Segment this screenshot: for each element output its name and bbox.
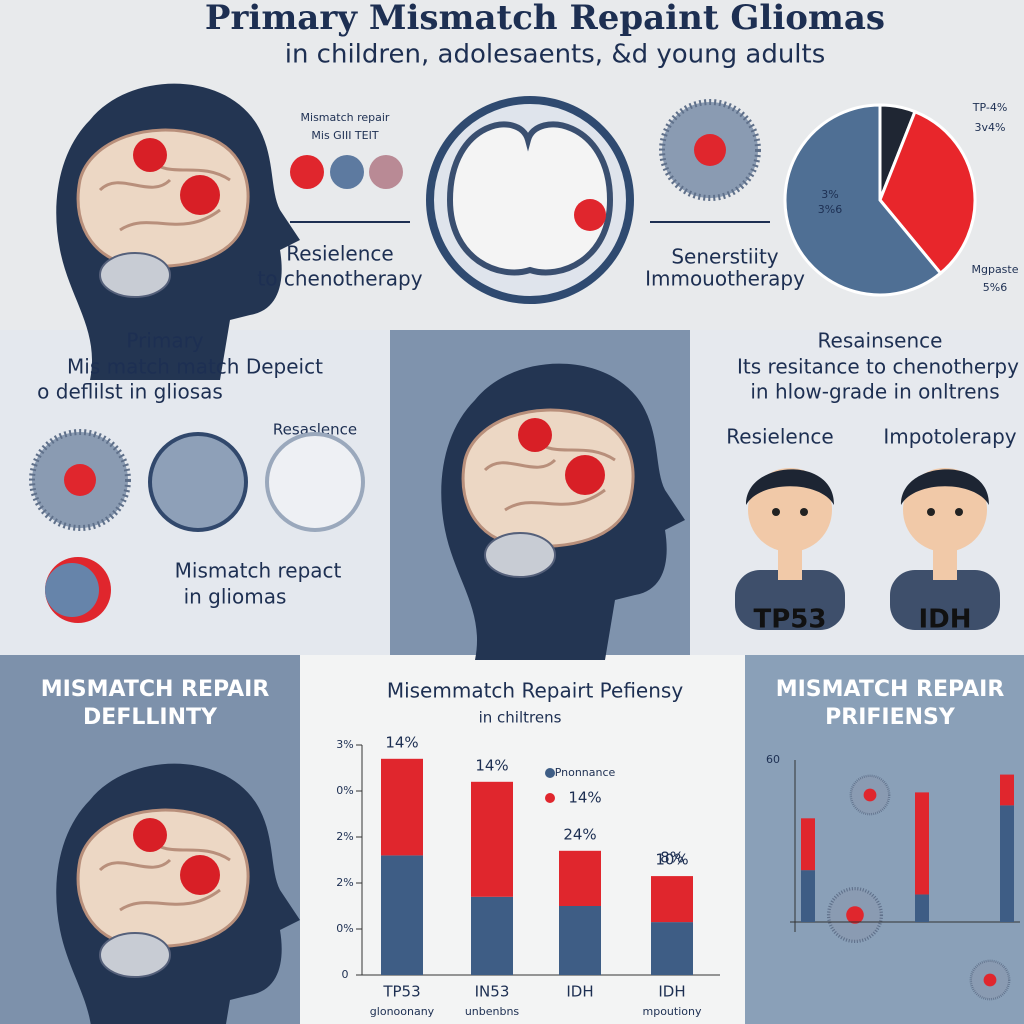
heading: PRIFIENSY <box>825 705 956 730</box>
pie-slice <box>783 103 943 297</box>
bar-segment <box>651 876 693 923</box>
x-sub-label: unbenbns <box>465 1005 520 1018</box>
heading: Mis match match Depeict <box>67 355 323 379</box>
icon <box>290 155 324 189</box>
pie-label: Mgpaste <box>971 263 1018 276</box>
heading: Primary <box>126 329 203 353</box>
label: Resielence <box>726 425 833 449</box>
value-label: 14% <box>385 733 418 751</box>
chart-title: Misemmatch Repairt Pefiensy <box>387 679 684 703</box>
pie-chart <box>783 103 977 297</box>
y-tick-label: 2% <box>336 876 353 889</box>
title: Primary Mismatch Repaint Gliomas <box>205 0 885 38</box>
pie-label: 5%6 <box>983 281 1007 294</box>
bar-segment <box>915 792 929 895</box>
tick-label: 60 <box>766 753 780 766</box>
bar-segment <box>381 758 423 856</box>
chart-subtitle: in chiltrens <box>479 709 562 727</box>
cell-icon <box>849 774 891 816</box>
bar-segment <box>381 855 423 975</box>
pie-label: 3v4% <box>975 121 1006 134</box>
brain-icon <box>148 432 248 532</box>
icon <box>369 155 403 189</box>
icon <box>330 155 364 189</box>
bar-segment <box>1000 805 1014 922</box>
cell-icon <box>32 432 128 528</box>
heading: MISMATCH REPAIR <box>41 677 270 702</box>
y-tick-label: 0% <box>336 922 353 935</box>
bar-segment <box>801 870 815 922</box>
value-label: 14% <box>475 756 508 774</box>
pie-slice <box>878 109 977 276</box>
caption: Mismatch repact <box>175 559 342 583</box>
label: Impotolerapy <box>883 425 1016 449</box>
x-sub-label: mpoutiony <box>643 1005 702 1018</box>
subtitle: in children, adolesaents, &d young adult… <box>285 40 826 70</box>
caption: in gliomas <box>184 585 287 609</box>
x-tick-label: TP53 <box>382 983 420 1001</box>
cell-icon <box>662 102 758 198</box>
pie-label: 3%6 <box>818 203 842 216</box>
value-label: 10% <box>655 851 688 869</box>
legend-label: Pnonnance <box>555 766 616 779</box>
ring-icon <box>45 563 99 617</box>
legend-swatch <box>545 793 555 803</box>
y-tick-label: 2% <box>336 830 353 843</box>
caption: Senerstiity <box>671 245 778 269</box>
y-tick-label: 3% <box>336 738 353 751</box>
caption: to chenotherapy <box>257 267 422 291</box>
pie-label: TP-4% <box>972 101 1008 114</box>
tag: Resaslence <box>273 421 357 439</box>
name: IDH <box>918 605 971 635</box>
heading: in hlow-grade in onltrens <box>750 380 999 404</box>
bar-segment <box>915 894 929 922</box>
panel <box>745 655 1024 1024</box>
caption: Resielence <box>286 242 393 266</box>
value-label: 24% <box>563 825 596 843</box>
bar-segment <box>559 906 601 975</box>
heading: MISMATCH REPAIR <box>776 677 1005 702</box>
x-tick-label: IDH <box>658 983 685 1001</box>
legend-swatch <box>545 768 555 778</box>
legend-text: Mismatch repair <box>301 111 390 124</box>
y-tick-label: 0% <box>336 784 353 797</box>
bar-segment <box>471 781 513 897</box>
x-tick-label: IN53 <box>475 983 510 1001</box>
value-label: 8% <box>660 849 684 867</box>
x-sub-label: glonoonany <box>370 1005 435 1018</box>
name: TP53 <box>754 605 827 635</box>
bar-segment <box>1000 774 1014 806</box>
y-tick-label: 0 <box>342 968 349 981</box>
brain-icon <box>265 432 365 532</box>
legend-label: 14% <box>568 789 601 807</box>
heading: o deflilst in gliosas <box>37 380 223 404</box>
pie-label: 3% <box>821 188 838 201</box>
heading: Resainsence <box>818 329 943 353</box>
bar-segment <box>559 850 601 906</box>
bar-segment <box>801 818 815 871</box>
cell-icon <box>969 959 1011 1001</box>
legend-text: Mis GIII TEIT <box>311 129 378 142</box>
heading: Its resitance to chenotherpy <box>737 355 1019 379</box>
cell-icon <box>826 886 884 944</box>
heading: DEFLLINTY <box>83 705 218 730</box>
bar-segment <box>651 922 693 975</box>
caption: Immouotherapy <box>645 267 805 291</box>
bar-segment <box>471 896 513 975</box>
x-tick-label: IDH <box>566 983 593 1001</box>
